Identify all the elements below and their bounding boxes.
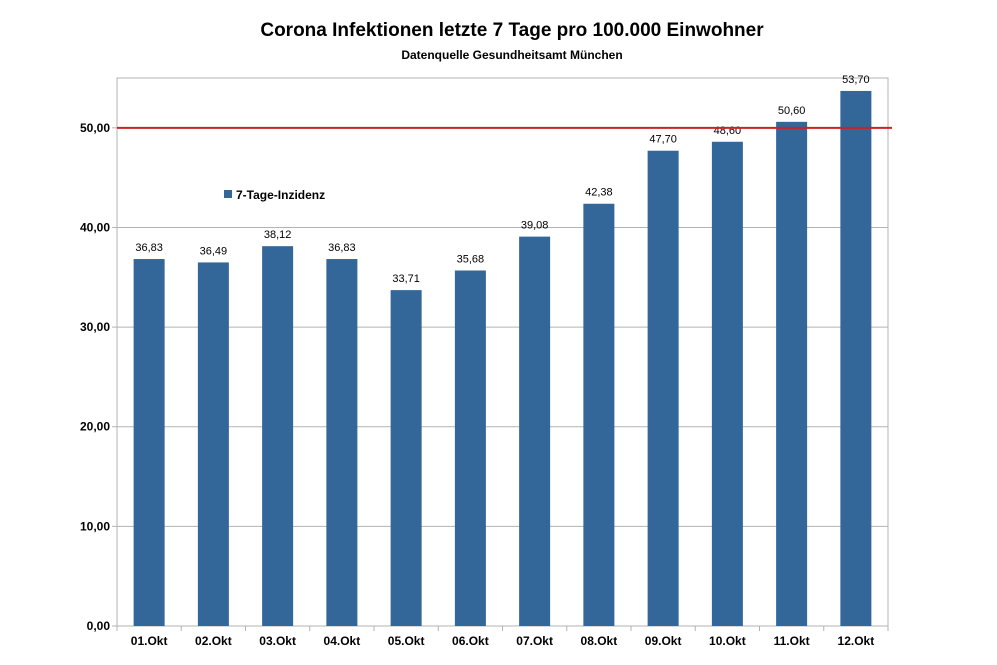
chart-subtitle: Datenquelle Gesundheitsamt München	[401, 48, 623, 62]
bar	[326, 259, 358, 626]
y-tick-label: 0,00	[87, 619, 111, 633]
y-tick-label: 50,00	[80, 121, 110, 135]
x-tick-label: 02.Okt	[195, 634, 232, 648]
data-label: 47,70	[649, 134, 677, 146]
data-label: 48,60	[714, 125, 742, 137]
bar	[133, 259, 165, 626]
grid	[116, 77, 889, 627]
data-label: 42,38	[585, 187, 613, 199]
data-label: 36,83	[328, 242, 356, 254]
data-label: 50,60	[778, 105, 806, 117]
y-tick-label: 20,00	[80, 420, 110, 434]
bar	[519, 236, 551, 626]
x-tick-label: 04.Okt	[324, 634, 361, 648]
data-label: 35,68	[457, 253, 485, 265]
x-tick-label: 07.Okt	[516, 634, 553, 648]
legend-label: 7-Tage-Inzidenz	[236, 188, 325, 202]
x-tick-label: 08.Okt	[581, 634, 618, 648]
data-label: 53,70	[842, 74, 870, 86]
x-tick-label: 09.Okt	[645, 634, 682, 648]
axes: 0,00 10,00 20,00 30,00 40,00 50,00 01.Okt 02.Ok…	[80, 121, 889, 648]
bar	[454, 270, 486, 626]
y-tick-label: 40,00	[80, 220, 110, 234]
data-label: 33,71	[392, 273, 420, 285]
x-tick-label: 11.Okt	[774, 634, 810, 648]
x-tick-label: 06.Okt	[452, 634, 489, 648]
data-label: 36,49	[200, 245, 228, 257]
x-tick-label: 12.Okt	[838, 634, 875, 648]
bar	[711, 141, 743, 626]
bar	[262, 246, 294, 626]
x-tick-label: 01.Okt	[131, 634, 168, 648]
bar	[647, 150, 679, 626]
data-labels: 36,83 36,49 38,12 36,83 33,71 35,68 39,08 42,38…	[135, 74, 869, 285]
legend-swatch	[224, 190, 232, 198]
y-tick-label: 10,00	[80, 519, 110, 533]
data-label: 39,08	[521, 220, 549, 232]
data-label: 38,12	[264, 229, 292, 241]
bar	[390, 290, 422, 626]
legend: 7-Tage-Inzidenz	[224, 188, 325, 202]
bar	[197, 262, 229, 626]
plot-frame	[116, 77, 889, 627]
chart-title: Corona Infektionen letzte 7 Tage pro 100…	[260, 20, 764, 41]
data-label: 36,83	[135, 242, 163, 254]
bars	[133, 90, 872, 626]
bar	[840, 90, 872, 626]
x-tick-label: 05.Okt	[388, 634, 425, 648]
y-tick-label: 30,00	[80, 320, 110, 334]
x-tick-label: 10.Okt	[709, 634, 746, 648]
x-tick-label: 03.Okt	[259, 634, 296, 648]
bar	[776, 121, 808, 626]
bar	[583, 203, 615, 626]
